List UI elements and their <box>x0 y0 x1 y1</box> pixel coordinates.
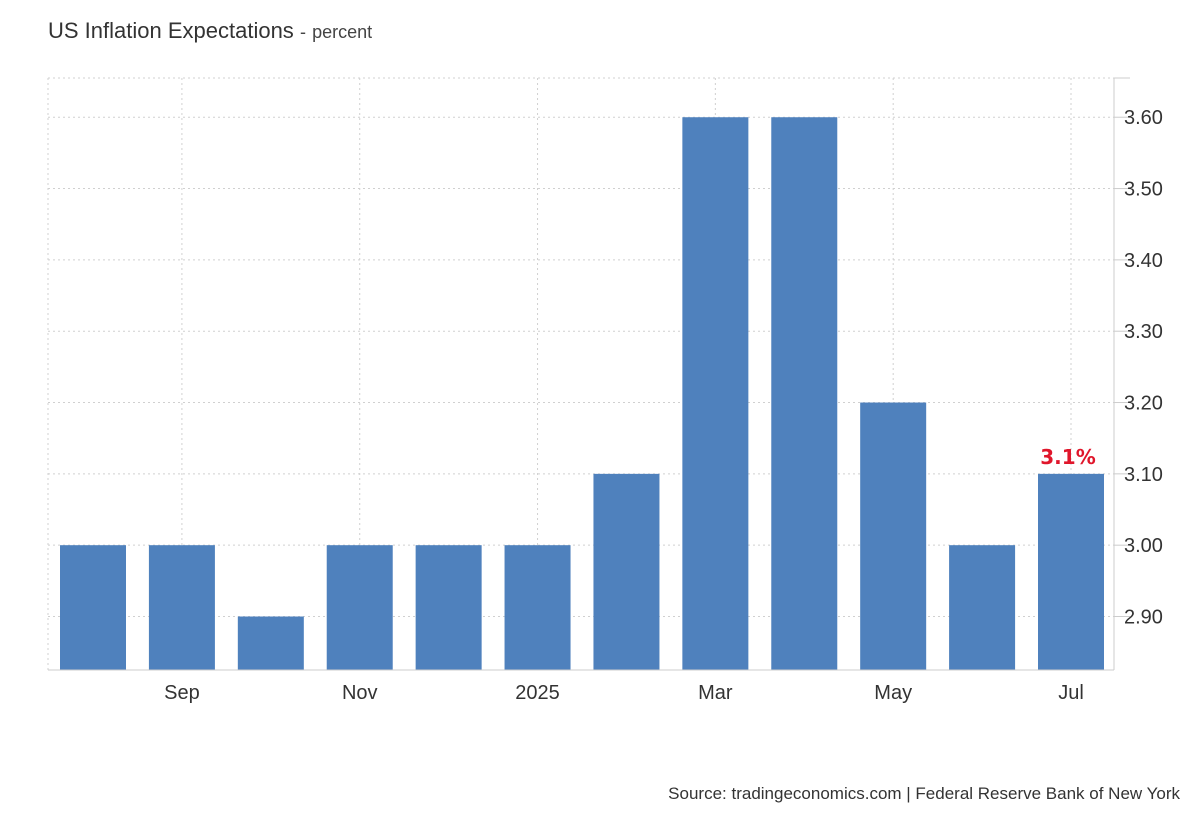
bar-2025-05 <box>860 402 927 670</box>
bar-2024-12 <box>415 545 482 670</box>
y-tick-label: 3.30 <box>1124 321 1163 343</box>
y-tick-label: 3.60 <box>1124 107 1163 129</box>
x-tick-label: Mar <box>698 682 733 704</box>
bar-2024-09 <box>148 545 215 670</box>
source-note: Source: tradingeconomics.com | Federal R… <box>668 784 1180 803</box>
y-tick-label: 3.10 <box>1124 464 1163 486</box>
x-tick-label: Nov <box>342 682 378 704</box>
x-tick-label: 2025 <box>515 682 560 704</box>
chart-units: percent <box>312 22 373 42</box>
y-tick-label: 3.20 <box>1124 393 1163 415</box>
y-tick-label: 3.00 <box>1124 535 1163 557</box>
bar-2024-10 <box>237 616 304 670</box>
x-tick-label: May <box>874 682 912 704</box>
bar-2025-01 <box>504 545 571 670</box>
last-value-label: 3.1% <box>1040 445 1095 469</box>
bar-2024-08 <box>60 545 126 670</box>
title-separator: - <box>299 22 306 42</box>
bar-2024-11 <box>326 545 393 670</box>
chart-title: US Inflation Expectations - percent <box>48 18 372 44</box>
bar-2025-04 <box>771 117 838 671</box>
x-tick-label: Sep <box>164 682 200 704</box>
x-tick-label: Jul <box>1058 682 1084 704</box>
bar-2025-06 <box>949 545 1016 670</box>
bar-2025-03 <box>682 117 749 671</box>
bar-2025-07 <box>1038 473 1104 670</box>
bar-2025-02 <box>593 473 660 670</box>
y-tick-label: 3.50 <box>1124 179 1163 201</box>
y-tick-label: 2.90 <box>1124 607 1163 629</box>
chart-title-text: US Inflation Expectations <box>48 18 294 43</box>
y-tick-label: 3.40 <box>1124 250 1163 272</box>
